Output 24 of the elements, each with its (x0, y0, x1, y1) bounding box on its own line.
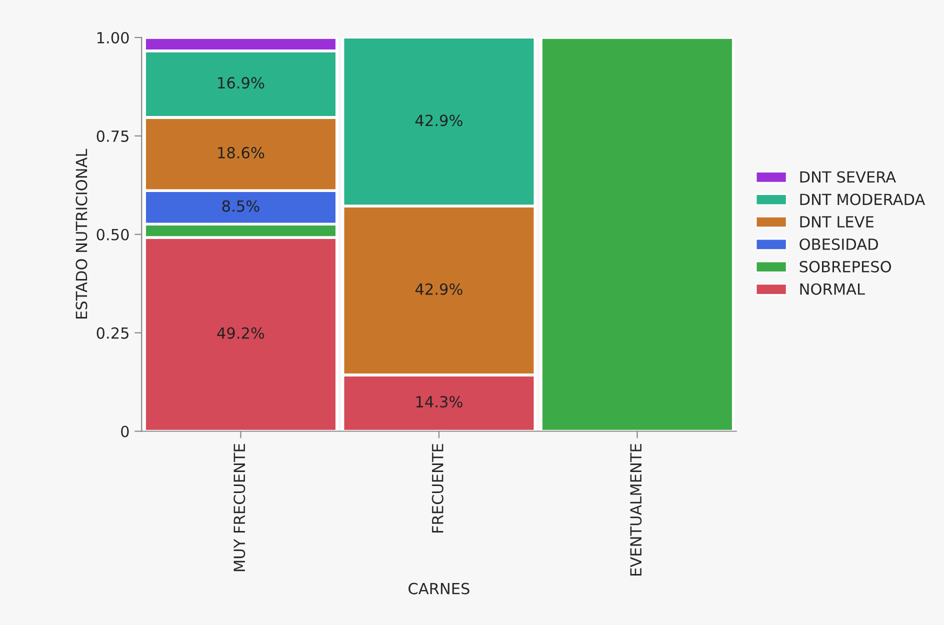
legend-label: DNT LEVE (800, 216, 874, 228)
y-tick-label: 0 (121, 426, 129, 438)
data-label: 18.6% (218, 146, 264, 158)
data-label: 42.9% (415, 114, 462, 126)
x-tick-label: FRECUENTE (432, 444, 444, 533)
legend-label: DNT SEVERA (800, 171, 896, 183)
y-axis-title: ESTADO NUTRICIONAL (76, 148, 88, 319)
y-tick-label: 1.00 (97, 32, 129, 44)
x-axis-title: CARNES (408, 582, 470, 594)
y-tick-label: 0.75 (96, 130, 128, 142)
data-label: 14.3% (416, 396, 462, 408)
x-tick-label: MUY FRECUENTE (234, 444, 246, 572)
bar (540, 38, 735, 432)
x-tick-label: EVENTUALMENTE (630, 444, 642, 576)
legend-label: SOBREPESO (800, 260, 891, 272)
data-label: 49.2% (217, 327, 264, 339)
data-label: 16.9% (218, 77, 264, 89)
legend-label: DNT MODERADA (800, 194, 926, 206)
data-label: 8.5% (222, 200, 260, 212)
data-label: 42.9% (415, 283, 462, 295)
y-tick-label: 0.50 (96, 228, 129, 240)
legend-label: NORMAL (800, 283, 865, 295)
legend-label: OBESIDAD (800, 238, 878, 250)
y-tick-label: 0.25 (96, 327, 128, 339)
